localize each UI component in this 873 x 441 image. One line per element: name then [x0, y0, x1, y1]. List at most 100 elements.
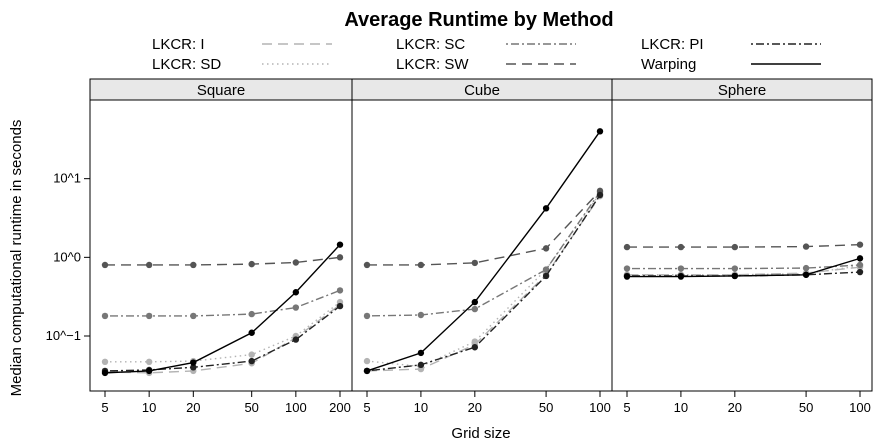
point-cube-lkcr-pi-1: [417, 361, 425, 369]
panel-strip-label-square: Square: [197, 82, 245, 99]
point-cube-warping-3: [542, 205, 550, 212]
point-sphere-warping-2: [731, 272, 739, 280]
point-square-lkcr-pi-2: [190, 364, 197, 371]
y-axis-label: Median computational runtime in seconds: [8, 120, 25, 397]
legend-label-lkcr-sw: LKCR: SW: [396, 56, 469, 73]
point-cube-lkcr-pi-4: [596, 191, 604, 199]
legend-label-warping: Warping: [641, 56, 696, 73]
legend-item-lkcr-sc: LKCR: SC: [396, 36, 576, 53]
point-sphere-warping-0: [623, 273, 631, 280]
point-cube-lkcr-sd-2: [471, 338, 479, 345]
series-line-square-lkcr-i: [104, 304, 341, 374]
point-sphere-lkcr-sc-3: [802, 264, 810, 272]
point-square-lkcr-sc-4: [292, 304, 300, 311]
x-tick-label-square-1: 10: [142, 400, 156, 415]
series-line-square-lkcr-sw: [105, 256, 341, 266]
x-tick-label-square-4: 100: [285, 400, 307, 415]
point-sphere-lkcr-sc-2: [731, 265, 739, 272]
legend-label-lkcr-sd: LKCR: SD: [152, 56, 221, 73]
point-square-lkcr-sw-3: [248, 260, 255, 268]
point-square-warping-2: [190, 359, 197, 366]
point-square-lkcr-pi-3: [248, 357, 255, 365]
legend-label-lkcr-pi: LKCR: PI: [641, 36, 704, 53]
point-cube-lkcr-sc-1: [417, 311, 425, 319]
point-square-lkcr-sc-5: [336, 287, 344, 294]
panel-sphere: Sphere 5 10 20 50 100: [611, 78, 873, 415]
series-line-cube-lkcr-pi: [366, 194, 601, 372]
point-square-warping-1: [145, 367, 153, 375]
point-square-lkcr-sw-5: [336, 254, 344, 261]
point-square-lkcr-sw-1: [145, 261, 153, 269]
point-sphere-lkcr-sw-4: [856, 241, 864, 248]
point-square-lkcr-pi-4: [292, 336, 300, 343]
chart-title: Average Runtime by Method: [344, 9, 613, 31]
point-square-lkcr-sd-0: [101, 358, 109, 366]
point-sphere-lkcr-sw-2: [731, 243, 739, 251]
legend-label-lkcr-sc: LKCR: SC: [396, 36, 465, 53]
point-square-lkcr-sc-0: [101, 312, 109, 320]
panel-frame-cube: [351, 99, 613, 392]
point-square-lkcr-sw-0: [101, 261, 109, 269]
point-cube-lkcr-sw-0: [363, 261, 371, 269]
panel-frame-sphere: [611, 99, 873, 392]
point-square-warping-4: [292, 289, 300, 296]
x-tick-label-sphere-0: 5: [623, 400, 630, 415]
point-cube-lkcr-pi-2: [471, 344, 479, 351]
series-line-square-lkcr-pi: [104, 305, 341, 372]
point-sphere-lkcr-sw-1: [677, 243, 685, 251]
x-tick-label-cube-3: 50: [539, 400, 553, 415]
point-sphere-warping-4: [856, 255, 864, 262]
panel-cube: Cube 5 10 20 50 100: [351, 78, 613, 415]
x-tick-label-sphere-3: 50: [799, 400, 813, 415]
series-line-sphere-lkcr-sd: [627, 265, 861, 276]
legend-item-warping: Warping: [641, 56, 821, 73]
y-tick-label-1: 10^0: [53, 249, 81, 264]
point-square-lkcr-pi-5: [336, 302, 344, 310]
x-tick-label-sphere-4: 100: [849, 400, 871, 415]
series-line-sphere-lkcr-sw: [627, 243, 861, 248]
point-sphere-warping-1: [677, 273, 685, 280]
y-tick-label-2: 10^−1: [46, 328, 81, 343]
x-tick-label-square-3: 50: [244, 400, 258, 415]
point-cube-lkcr-sc-2: [471, 305, 479, 313]
point-square-warping-0: [101, 369, 109, 377]
point-square-lkcr-sd-3: [248, 351, 255, 358]
point-sphere-lkcr-sc-1: [677, 265, 685, 272]
series-line-cube-lkcr-sw: [367, 190, 601, 266]
x-tick-label-square-0: 5: [101, 400, 108, 415]
x-tick-label-cube-4: 100: [589, 400, 611, 415]
point-sphere-lkcr-sc-4: [856, 261, 864, 269]
panel-square: Square 5 10 20 50 100 200: [89, 78, 353, 415]
x-tick-label-square-2: 20: [186, 400, 200, 415]
x-tick-label-square-5: 200: [329, 400, 351, 415]
panels: Square 5 10 20 50 100 200 Cube 5 10 20 50 100 Sphere 5…: [46, 78, 873, 415]
point-square-lkcr-sc-3: [248, 310, 255, 318]
point-cube-warping-1: [417, 349, 425, 357]
legend-item-lkcr-pi: LKCR: PI: [641, 36, 821, 53]
series-line-cube-warping: [366, 130, 601, 372]
point-cube-lkcr-sc-0: [363, 312, 371, 320]
x-tick-label-sphere-2: 20: [728, 400, 742, 415]
x-axis-label: Grid size: [451, 425, 510, 441]
point-cube-warping-2: [471, 298, 479, 306]
x-tick-label-cube-0: 5: [363, 400, 370, 415]
series-line-cube-lkcr-i: [366, 195, 601, 372]
point-cube-lkcr-sw-2: [471, 259, 479, 267]
panel-frame-square: [89, 99, 353, 392]
series-line-sphere-lkcr-sc: [627, 264, 861, 270]
point-square-warping-5: [336, 241, 344, 248]
series-line-cube-lkcr-sc: [366, 191, 601, 317]
series-line-square-lkcr-sc: [105, 289, 341, 317]
point-cube-lkcr-sw-3: [542, 245, 550, 252]
legend-item-lkcr-sd: LKCR: SD: [152, 56, 332, 73]
legend-item-lkcr-sw: LKCR: SW: [396, 56, 576, 73]
x-tick-label-cube-2: 20: [468, 400, 482, 415]
x-tick-label-cube-1: 10: [414, 400, 428, 415]
point-cube-lkcr-sc-3: [542, 266, 550, 273]
series-line-cube-lkcr-sd: [366, 192, 601, 368]
point-sphere-lkcr-sc-0: [623, 265, 631, 272]
point-sphere-lkcr-sw-0: [623, 243, 631, 251]
panel-strip-label-sphere: Sphere: [718, 82, 766, 99]
point-sphere-lkcr-pi-4: [856, 268, 864, 276]
point-sphere-warping-3: [802, 271, 810, 278]
